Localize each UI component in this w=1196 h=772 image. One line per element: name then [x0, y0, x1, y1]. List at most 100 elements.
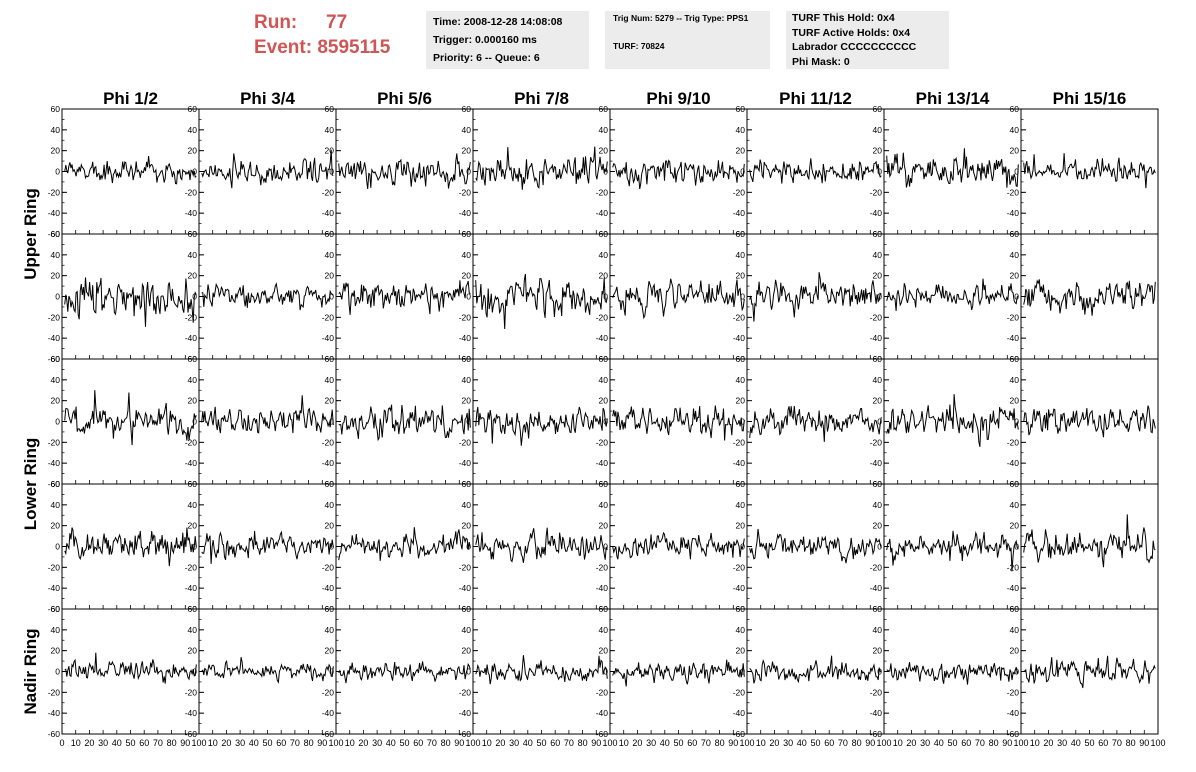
turf-active-holds-text: TURF Active Holds: 0x4: [792, 26, 911, 39]
y-tick-label: -20: [322, 187, 335, 197]
y-tick-label: -40: [870, 583, 883, 593]
y-tick-label: 20: [599, 146, 609, 156]
waveform-trace: [1023, 655, 1156, 689]
y-tick-label: 20: [51, 146, 61, 156]
y-tick-label: 60: [51, 354, 61, 364]
y-tick-label: 40: [736, 250, 746, 260]
x-tick-label: 100: [1013, 738, 1028, 748]
y-tick-label: -20: [596, 437, 609, 447]
y-tick-label: 60: [1010, 104, 1020, 114]
y-tick-label: 60: [462, 229, 472, 239]
y-tick-label: -20: [733, 187, 746, 197]
y-tick-label: 20: [462, 646, 472, 656]
y-tick-label: 0: [603, 542, 608, 552]
y-tick-label: 40: [873, 250, 883, 260]
y-tick-label: 60: [188, 354, 198, 364]
y-tick-label: -40: [322, 208, 335, 218]
y-tick-label: 0: [55, 292, 60, 302]
y-tick-label: -40: [870, 208, 883, 218]
column-header: Phi 1/2: [103, 89, 158, 108]
x-tick-label: 30: [235, 738, 245, 748]
waveform-panel: [609, 483, 748, 610]
x-tick-label: 80: [441, 738, 451, 748]
y-tick-label: 20: [188, 146, 198, 156]
y-tick-label: 20: [325, 396, 335, 406]
waveform-trace: [749, 655, 882, 684]
y-tick-label: 40: [736, 625, 746, 635]
x-tick-label: 80: [852, 738, 862, 748]
y-tick-label: 0: [877, 542, 882, 552]
waveform-trace: [201, 530, 334, 564]
x-tick-label: 100: [465, 738, 480, 748]
x-tick-label: 50: [810, 738, 820, 748]
x-tick-label: 40: [249, 738, 259, 748]
y-tick-label: 40: [325, 125, 335, 135]
y-tick-label: 60: [51, 479, 61, 489]
waveform-trace: [612, 159, 745, 190]
y-tick-label: -20: [185, 437, 198, 447]
y-tick-label: 40: [1010, 250, 1020, 260]
x-tick-label: 90: [454, 738, 464, 748]
y-tick-label: -40: [596, 333, 609, 343]
y-tick-label: -40: [185, 708, 198, 718]
y-tick-label: -40: [459, 583, 472, 593]
y-tick-label: 20: [325, 271, 335, 281]
trig-num-text: Trig Num: 5279 -- Trig Type: PPS1: [613, 13, 749, 23]
y-tick-label: -20: [48, 187, 61, 197]
y-tick-label: 40: [1010, 500, 1020, 510]
waveform-trace: [749, 158, 882, 184]
y-tick-label: -40: [1007, 458, 1020, 468]
x-tick-label: 80: [578, 738, 588, 748]
column-header: Phi 7/8: [514, 89, 569, 108]
y-tick-label: 0: [603, 667, 608, 677]
y-tick-label: -20: [185, 187, 198, 197]
x-tick-label: 50: [125, 738, 135, 748]
y-tick-label: 0: [740, 417, 745, 427]
y-tick-label: 40: [188, 125, 198, 135]
y-tick-label: 20: [873, 521, 883, 531]
y-tick-label: -20: [733, 687, 746, 697]
waveform-panel: [1020, 108, 1159, 235]
y-tick-label: 0: [740, 542, 745, 552]
y-tick-label: -40: [733, 333, 746, 343]
y-tick-label: -20: [870, 562, 883, 572]
waveform-trace: [64, 156, 197, 185]
y-tick-label: 0: [740, 167, 745, 177]
y-tick-label: 20: [325, 146, 335, 156]
y-tick-label: -40: [322, 333, 335, 343]
waveform-panel: [198, 358, 337, 485]
y-tick-label: 20: [599, 396, 609, 406]
y-tick-label: -40: [870, 333, 883, 343]
y-tick-label: -40: [48, 458, 61, 468]
y-tick-label: 0: [329, 167, 334, 177]
y-tick-label: 20: [873, 646, 883, 656]
y-tick-label: -20: [733, 562, 746, 572]
waveform-trace: [475, 146, 608, 190]
waveform-trace: [64, 527, 197, 567]
y-tick-label: 20: [736, 646, 746, 656]
y-tick-label: 0: [466, 167, 471, 177]
y-tick-label: -40: [459, 333, 472, 343]
trigger-text: Trigger: 0.000160 ms: [433, 34, 537, 46]
y-tick-label: 20: [51, 271, 61, 281]
waveform-trace: [886, 278, 1019, 311]
waveform-trace: [612, 531, 745, 560]
x-tick-label: 50: [399, 738, 409, 748]
waveform-panel: [198, 483, 337, 610]
y-tick-label: 0: [1014, 542, 1019, 552]
y-tick-label: 0: [329, 292, 334, 302]
y-tick-label: 40: [873, 625, 883, 635]
y-tick-label: 20: [1010, 521, 1020, 531]
waveform-panel: [335, 358, 474, 485]
y-tick-label: 0: [329, 542, 334, 552]
y-tick-label: -40: [596, 458, 609, 468]
x-tick-label: 30: [920, 738, 930, 748]
y-tick-label: 0: [466, 417, 471, 427]
x-tick-label: 20: [1043, 738, 1053, 748]
run-label: Run:: [254, 12, 298, 33]
y-tick-label: 20: [873, 271, 883, 281]
x-tick-label: 10: [893, 738, 903, 748]
turf-text: TURF: 70824: [613, 41, 665, 51]
y-tick-label: -60: [596, 729, 609, 739]
x-tick-label: 100: [602, 738, 617, 748]
